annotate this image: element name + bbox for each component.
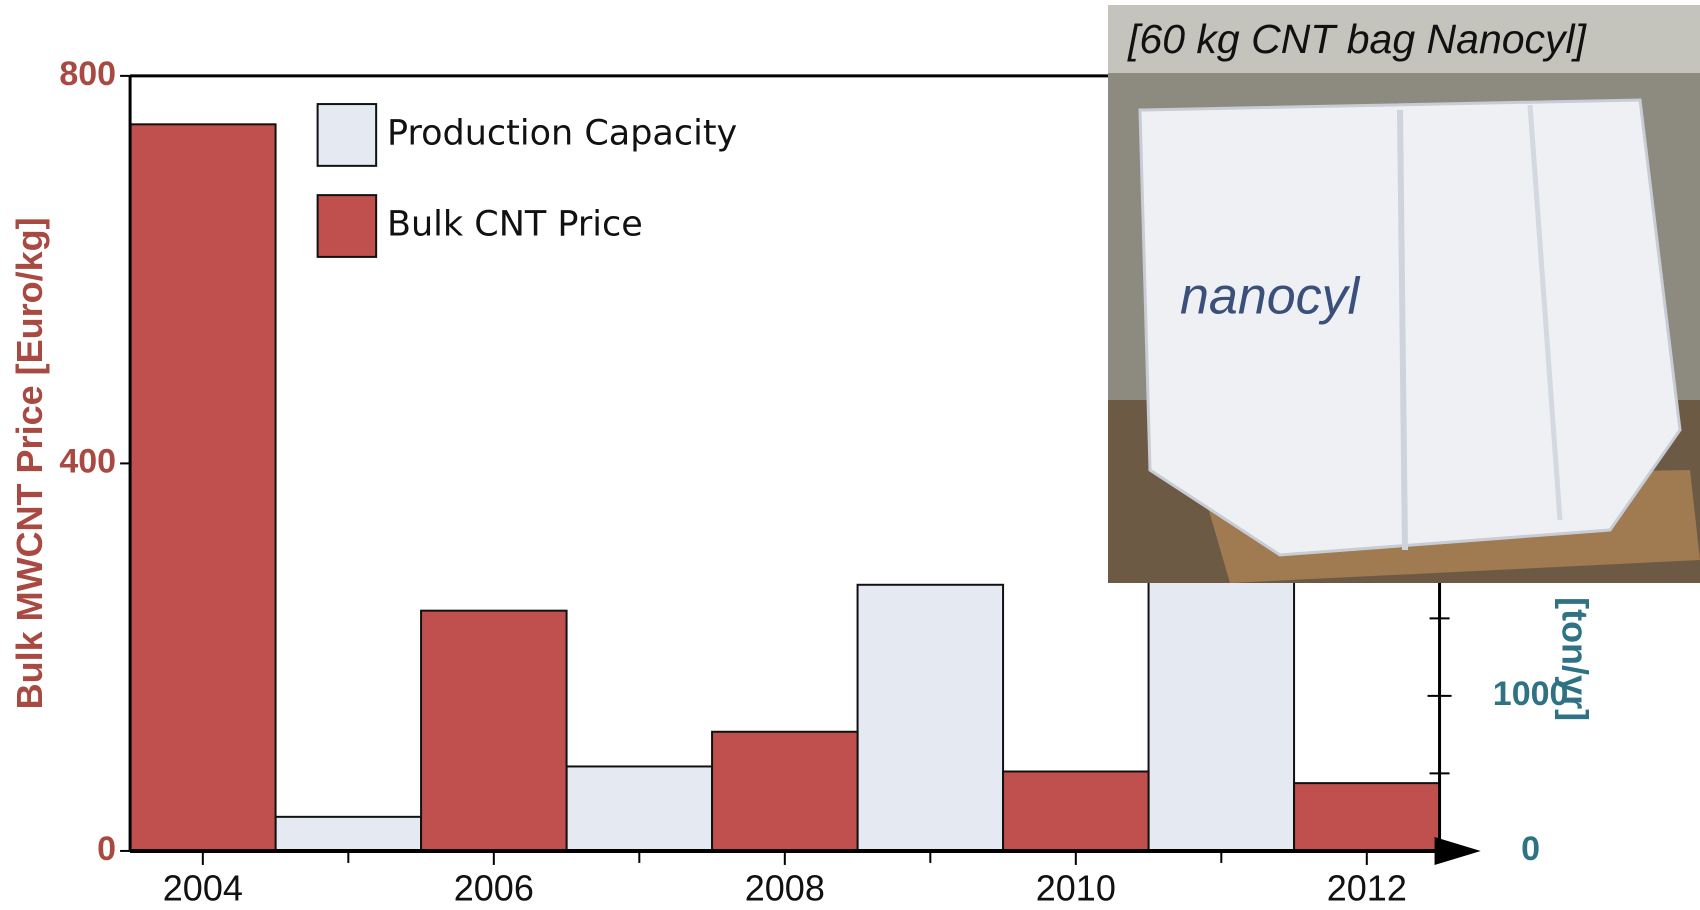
legend-label: Bulk CNT Price xyxy=(387,204,643,244)
legend-swatch xyxy=(316,103,378,167)
bar xyxy=(129,123,277,852)
x-tick-label: 2008 xyxy=(745,867,825,908)
x-tick-label: 2012 xyxy=(1327,867,1407,908)
inset-caption: [60 kg CNT bag Nanocyl] xyxy=(1127,16,1588,62)
y-tick-label: 400 xyxy=(59,442,116,480)
bar xyxy=(420,609,568,852)
photo-bag xyxy=(1138,98,1682,557)
x-tick-label: 2004 xyxy=(163,867,243,908)
bar xyxy=(565,765,714,852)
y2-axis-label: [ton/yr] xyxy=(1554,597,1595,721)
bar xyxy=(1293,782,1441,852)
inset-photo: nanocyl [60 kg CNT bag Nanocyl] xyxy=(1108,5,1700,583)
x-tick-label: 2010 xyxy=(1036,867,1116,908)
y-axis-label: Bulk MWCNT Price [Euro/kg] xyxy=(9,217,50,709)
bar xyxy=(711,730,859,852)
y2-tick-label: 0 xyxy=(1521,830,1540,868)
photo-seam xyxy=(1527,104,1563,521)
bar xyxy=(856,583,1005,852)
photo-seam xyxy=(1397,109,1408,551)
x-tick-label: 2006 xyxy=(454,867,534,908)
y-tick-label: 800 xyxy=(59,55,116,93)
photo-logo: nanocyl xyxy=(1180,268,1361,326)
bar xyxy=(274,815,423,852)
caption-band xyxy=(1108,5,1700,73)
legend-swatch xyxy=(316,194,378,258)
y2-tick-label: 1000 xyxy=(1493,675,1569,713)
y-tick-label: 0 xyxy=(97,830,116,868)
bar xyxy=(1002,770,1150,852)
x-axis-arrow xyxy=(1434,836,1481,865)
legend-label: Production Capacity xyxy=(387,113,737,153)
